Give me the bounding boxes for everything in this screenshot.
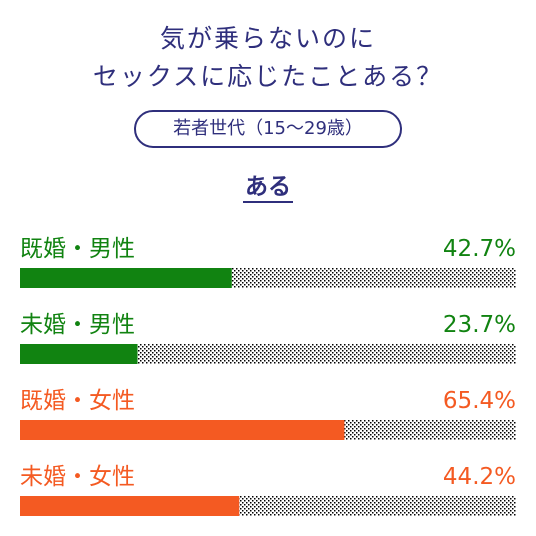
category-label: 既婚・女性	[20, 388, 135, 414]
bar	[20, 344, 138, 364]
chart-title-line-2: セックスに応じたことある？	[92, 62, 444, 91]
answer-subheading: ある	[0, 170, 536, 204]
answer-label: ある	[243, 174, 293, 203]
chart-title-line-1: 気が乗らないのに	[159, 24, 376, 53]
value-label: 42.7%	[443, 236, 516, 262]
value-label: 65.4%	[443, 388, 516, 414]
value-label: 44.2%	[443, 464, 516, 490]
bar	[20, 420, 345, 440]
category-label: 既婚・男性	[20, 236, 135, 262]
value-label: 23.7%	[443, 312, 516, 338]
bar	[20, 268, 232, 288]
category-label: 未婚・男性	[20, 312, 135, 338]
chart-title: 気が乗らないのに セックスに応じたことある？	[0, 20, 536, 96]
bar	[20, 496, 240, 516]
bar-remainder	[20, 344, 516, 364]
group-label-pill: 若者世代（15〜29歳）	[134, 110, 402, 148]
category-label: 未婚・女性	[20, 464, 135, 490]
